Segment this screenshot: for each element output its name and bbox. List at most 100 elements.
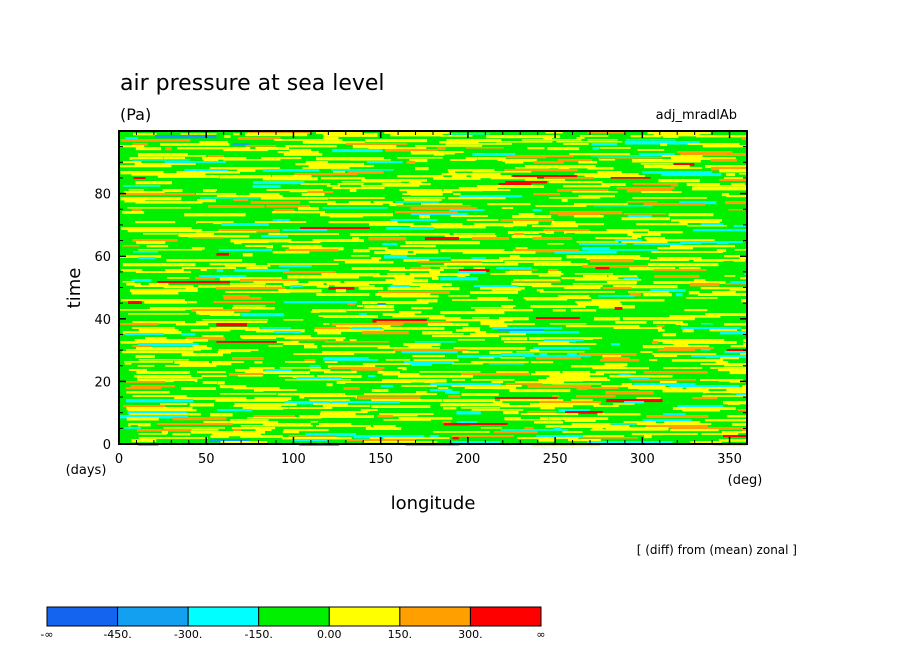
heatmap-cell [326, 185, 340, 187]
heatmap-cell [358, 313, 367, 315]
heatmap-cell [399, 233, 450, 236]
heatmap-cell [419, 285, 442, 288]
x-tick-label: 300 [630, 452, 655, 467]
heatmap-cell [605, 427, 669, 431]
heatmap-cell [284, 337, 346, 340]
heatmap-cell [661, 155, 703, 157]
heatmap-cell [443, 189, 511, 192]
heatmap-cell [298, 207, 319, 211]
heatmap-cell [598, 295, 635, 297]
heatmap-cell [362, 301, 429, 305]
heatmap-cell [723, 401, 747, 405]
heatmap-cell [546, 377, 608, 380]
heatmap-cell [726, 389, 747, 392]
heatmap-cell [725, 201, 747, 205]
heatmap-cell [385, 359, 411, 361]
heatmap-cell [631, 235, 642, 238]
heatmap-cell [347, 303, 356, 306]
heatmap-cell [507, 415, 563, 418]
heatmap-cell [406, 221, 420, 223]
heatmap-cell [576, 395, 616, 398]
heatmap-cell [657, 349, 695, 352]
heatmap-cell [453, 183, 479, 186]
heatmap-cell [192, 345, 207, 349]
heatmap-cell [549, 375, 590, 378]
heatmap-cell [530, 403, 600, 406]
heatmap-cell [371, 405, 431, 408]
heatmap-cell [132, 327, 175, 329]
heatmap-cell [576, 341, 644, 343]
heatmap-cell [331, 401, 400, 404]
heatmap-cell [283, 429, 329, 432]
heatmap-cell [187, 301, 197, 304]
heatmap-cell [740, 353, 747, 355]
heatmap-cell [167, 277, 190, 279]
heatmap-cell [126, 407, 193, 411]
heatmap-cell [296, 377, 342, 380]
heatmap-cell [216, 195, 283, 198]
heatmap-cell [626, 303, 647, 306]
heatmap-cell [576, 241, 619, 243]
heatmap-cell [398, 247, 424, 251]
heatmap-cell [533, 347, 590, 350]
heatmap-cell [706, 299, 734, 301]
heatmap-cell [202, 335, 224, 339]
heatmap-cell [138, 329, 179, 333]
heatmap-cell [316, 293, 370, 296]
heatmap-cell [447, 133, 491, 135]
heatmap-cell [482, 191, 549, 194]
heatmap-cell [241, 337, 276, 339]
heatmap-cell [726, 283, 747, 285]
heatmap-cell [660, 143, 667, 146]
heatmap-cell [377, 303, 386, 306]
heatmap-cell [532, 237, 573, 240]
heatmap-cell [464, 387, 516, 390]
heatmap-cell [397, 175, 444, 178]
heatmap-cell [126, 391, 170, 394]
heatmap-cell [661, 199, 716, 203]
heatmap-cell [300, 227, 370, 229]
heatmap-cell [420, 265, 447, 267]
heatmap-cell [119, 145, 145, 148]
heatmap-cell [237, 137, 281, 140]
heatmap-cell [294, 173, 358, 176]
heatmap-cell [505, 383, 543, 385]
heatmap-cell [120, 165, 172, 168]
heatmap-cell [203, 159, 219, 162]
heatmap-cell [310, 311, 320, 313]
heatmap-cell [590, 155, 650, 157]
heatmap-cell [743, 339, 747, 343]
heatmap-cell [632, 185, 671, 188]
heatmap-cell [232, 143, 250, 146]
heatmap-cell [203, 421, 279, 424]
heatmap-cell [390, 133, 443, 137]
heatmap-cell [389, 203, 404, 207]
heatmap-cell [534, 421, 564, 424]
heatmap-cell [261, 235, 289, 238]
heatmap-cell [190, 431, 265, 434]
heatmap-cell [126, 237, 189, 240]
heatmap-cell [413, 359, 459, 362]
heatmap-cell [333, 259, 380, 261]
heatmap-cell [419, 231, 492, 234]
heatmap-cell [563, 143, 589, 145]
heatmap-cell [452, 441, 501, 445]
heatmap-cell [728, 243, 747, 246]
heatmap-cell [314, 329, 384, 332]
heatmap-cell [287, 275, 359, 279]
heatmap-cell [165, 365, 217, 367]
diff-note: [ (diff) from (mean) zonal ] [637, 543, 797, 557]
heatmap-cell [138, 343, 199, 347]
heatmap-cell [479, 287, 525, 290]
heatmap-cell [266, 205, 310, 208]
heatmap-cell [302, 167, 350, 169]
heatmap-cell [261, 327, 291, 329]
heatmap-cell [198, 285, 265, 288]
heatmap-cell [459, 195, 522, 198]
heatmap-cell [382, 379, 447, 383]
heatmap-cell [353, 249, 370, 253]
heatmap-cell [324, 341, 390, 343]
heatmap-cell [496, 371, 529, 374]
heatmap-cell [591, 143, 618, 146]
heatmap-cell [133, 177, 146, 179]
